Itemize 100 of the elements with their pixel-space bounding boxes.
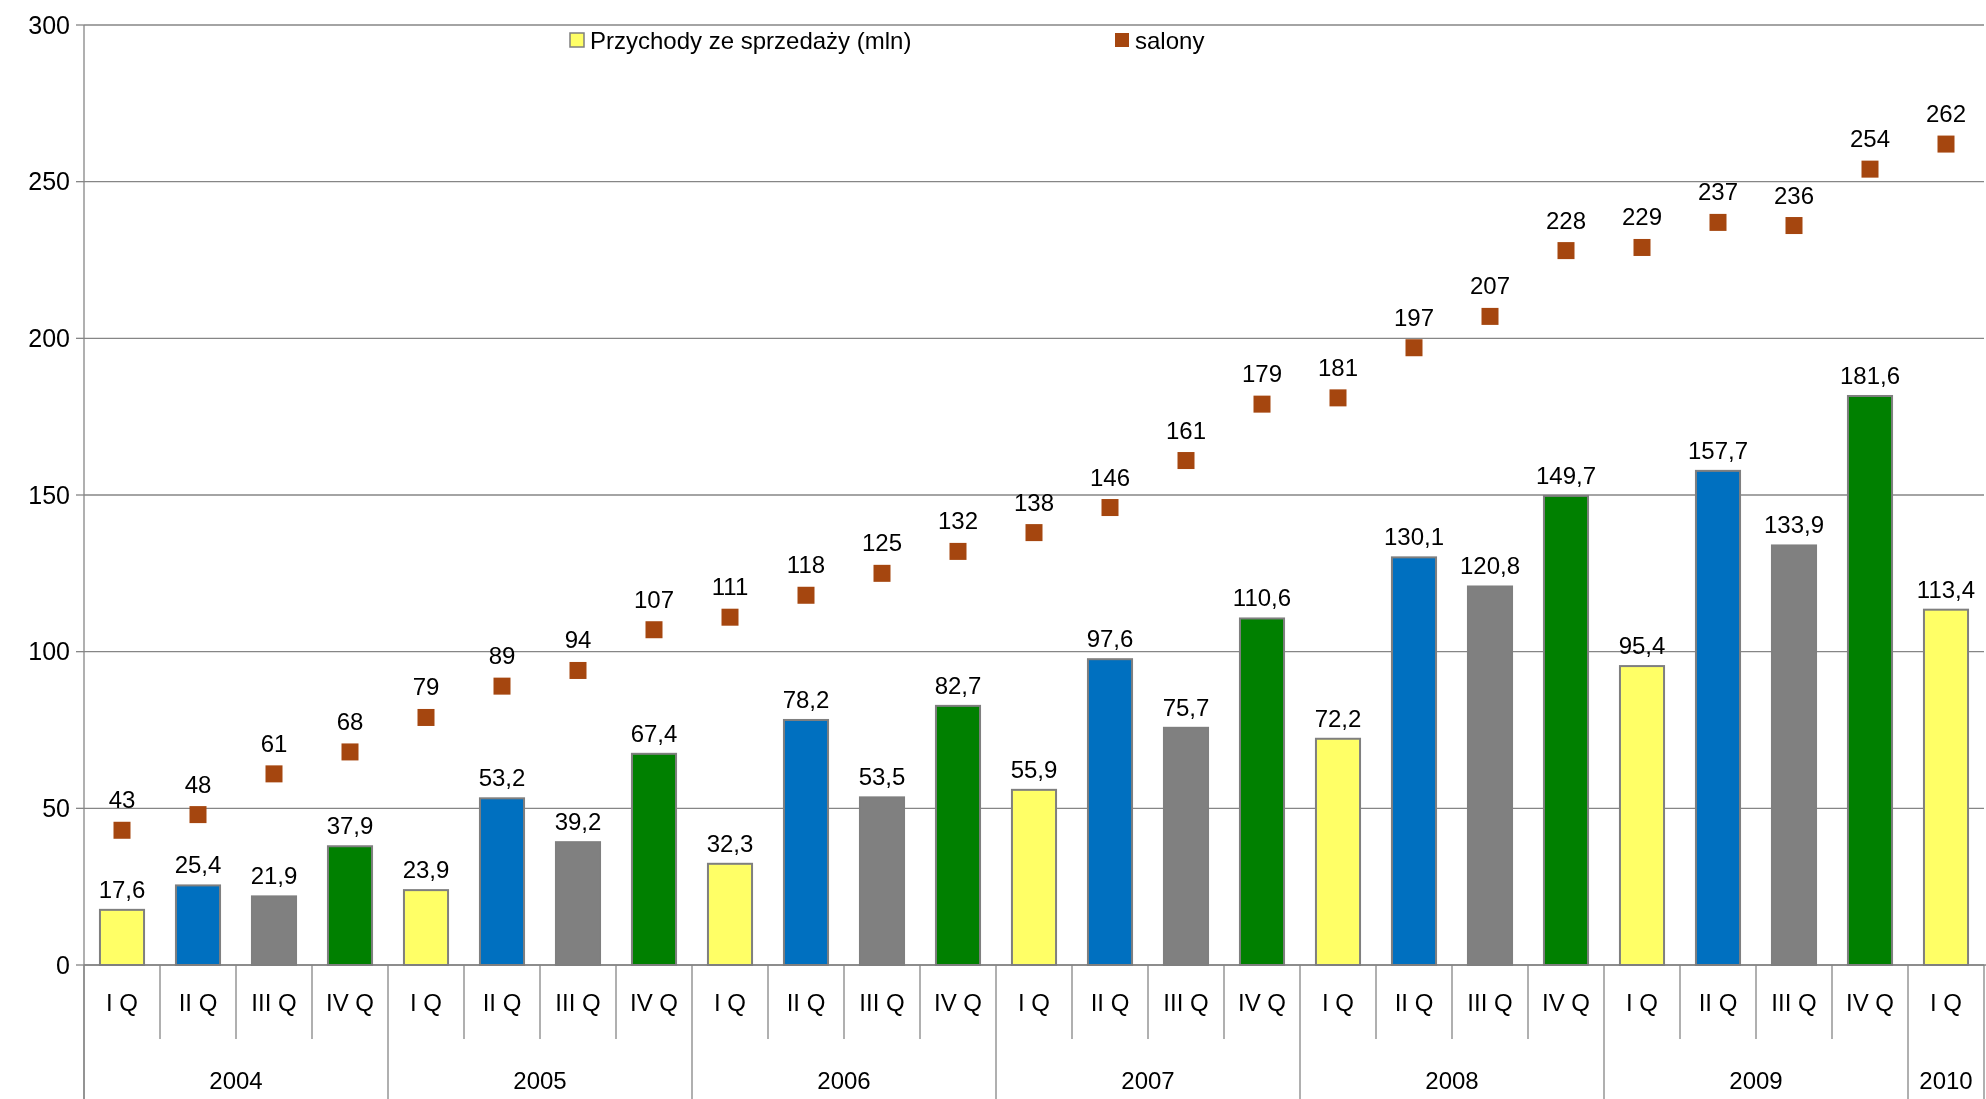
y-tick-label: 0 xyxy=(56,950,70,979)
x-tick-label: IV Q xyxy=(1845,989,1895,1016)
data-label: 157,7 xyxy=(1687,436,1749,464)
data-label: 89 xyxy=(488,642,516,670)
y-tick-label: 150 xyxy=(28,480,70,509)
data-label: 197 xyxy=(1393,303,1435,331)
point xyxy=(1101,499,1119,517)
data-label: 161 xyxy=(1165,416,1207,444)
y-tick-label: 200 xyxy=(28,324,70,353)
y-tick-label: 50 xyxy=(42,794,70,823)
y-tick-label: 100 xyxy=(28,637,70,666)
data-label: 78,2 xyxy=(782,685,830,713)
data-label: 181 xyxy=(1317,353,1359,381)
data-label: 207 xyxy=(1469,272,1511,300)
data-label: 75,7 xyxy=(1162,693,1210,721)
point xyxy=(493,677,511,695)
point xyxy=(341,743,359,761)
data-label: 146 xyxy=(1089,463,1131,491)
x-tick-label: II Q xyxy=(1698,989,1738,1016)
y-tick-label: 300 xyxy=(28,10,70,39)
data-label: 72,2 xyxy=(1314,704,1362,732)
point xyxy=(1025,524,1043,542)
point xyxy=(1633,238,1651,256)
x-tick-label: I Q xyxy=(409,989,443,1016)
data-label: 132 xyxy=(937,507,979,535)
text: 2007 xyxy=(1121,1067,1175,1094)
x-tick-label: I Q xyxy=(105,989,139,1016)
data-label: 149,7 xyxy=(1535,461,1597,489)
point xyxy=(113,821,131,839)
data-label: 107 xyxy=(633,585,675,613)
point xyxy=(1557,242,1575,260)
x-tick-label: III Q xyxy=(1467,989,1513,1016)
x-tick-label: IV Q xyxy=(629,989,679,1016)
point xyxy=(569,661,587,679)
data-label: 110,6 xyxy=(1232,584,1292,612)
x-tick-label: III Q xyxy=(859,989,905,1016)
x-tick-label: II Q xyxy=(482,989,522,1016)
data-label: 125 xyxy=(861,529,903,557)
x-tick-label: III Q xyxy=(555,989,601,1016)
text: 2006 xyxy=(817,1067,871,1094)
data-label: 95,4 xyxy=(1618,632,1666,660)
data-label: 118 xyxy=(786,551,826,579)
point xyxy=(1481,307,1499,325)
data-label: 262 xyxy=(1925,100,1967,128)
data-label: 133,9 xyxy=(1763,511,1825,539)
x-tick-label: III Q xyxy=(1771,989,1817,1016)
legend-label: salony xyxy=(1135,27,1205,55)
point xyxy=(1785,217,1803,235)
data-label: 48 xyxy=(184,770,212,798)
text: 2010 xyxy=(1919,1067,1973,1094)
point xyxy=(645,621,663,639)
data-label: 39,2 xyxy=(554,808,602,836)
legend-label: Przychody ze sprzedaży (mln) xyxy=(590,27,912,55)
data-label: 25,4 xyxy=(174,851,222,879)
point xyxy=(1329,389,1347,407)
data-label: 53,2 xyxy=(478,764,526,792)
point xyxy=(1405,339,1423,357)
point xyxy=(189,806,207,824)
point xyxy=(1253,395,1271,413)
x-tick-label: II Q xyxy=(178,989,218,1016)
data-label: 97,6 xyxy=(1086,625,1134,653)
data-label: 120,8 xyxy=(1459,552,1521,580)
data-label: 17,6 xyxy=(98,875,146,903)
data-label: 32,3 xyxy=(706,829,754,857)
point xyxy=(797,586,815,604)
data-label: 79 xyxy=(412,673,440,701)
point xyxy=(1937,135,1955,153)
data-label: 61 xyxy=(260,729,288,757)
data-label: 53,5 xyxy=(858,763,906,791)
data-label: 67,4 xyxy=(630,719,678,747)
point xyxy=(873,564,891,582)
point xyxy=(1861,160,1879,178)
data-label: 181,6 xyxy=(1839,361,1901,389)
data-label: 82,7 xyxy=(934,671,982,699)
x-tick-label: II Q xyxy=(1394,989,1434,1016)
x-tick-label: IV Q xyxy=(325,989,375,1016)
data-label: 94 xyxy=(564,626,592,654)
point xyxy=(949,542,967,560)
x-tick-label: IV Q xyxy=(1237,989,1287,1016)
text: 2005 xyxy=(513,1067,567,1094)
data-label: 113,4 xyxy=(1916,575,1976,603)
data-label: 37,9 xyxy=(326,812,374,840)
data-label: 237 xyxy=(1697,178,1739,206)
point xyxy=(265,765,283,783)
data-label: 138 xyxy=(1013,488,1055,516)
x-tick-label: II Q xyxy=(786,989,826,1016)
x-tick-label: I Q xyxy=(1017,989,1051,1016)
x-tick-label: IV Q xyxy=(933,989,983,1016)
data-label: 236 xyxy=(1773,181,1815,209)
data-label: 179 xyxy=(1241,360,1283,388)
x-tick-label: I Q xyxy=(1929,989,1963,1016)
point xyxy=(417,708,435,726)
text: 2004 xyxy=(209,1067,263,1094)
x-tick-label: II Q xyxy=(1090,989,1130,1016)
data-label: 254 xyxy=(1849,125,1891,153)
data-label: 229 xyxy=(1621,203,1663,231)
point xyxy=(1177,452,1195,470)
data-label: 55,9 xyxy=(1010,755,1058,783)
data-label: 228 xyxy=(1545,206,1587,234)
data-label: 43 xyxy=(108,786,136,814)
